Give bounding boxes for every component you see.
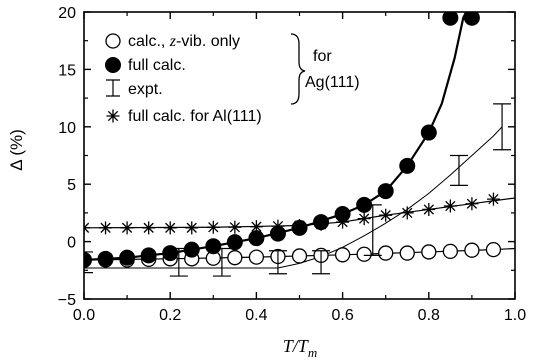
- y-axis-label: Δ (%): [7, 129, 26, 171]
- x-tick-label: 1.0: [504, 307, 526, 324]
- y-tick-label: 5: [67, 177, 76, 194]
- z-vib-point: [378, 245, 394, 261]
- z-vib-point: [248, 249, 265, 265]
- al-point: [293, 219, 306, 233]
- al-point: [465, 197, 479, 211]
- legend-entry-label: expt.: [128, 81, 163, 98]
- legend-entry-text-post: -vib. only: [176, 33, 240, 50]
- al-point: [163, 221, 177, 235]
- al-point: [249, 220, 263, 234]
- expt-error-bar: [312, 250, 331, 275]
- legend-entry-math: z: [169, 33, 177, 50]
- x-tick-label: 0.4: [245, 307, 267, 324]
- legend-entry-label: calc., z-vib. only: [128, 33, 240, 50]
- expt-error-bar: [212, 247, 231, 277]
- legend-filled-circle-icon: [105, 57, 121, 73]
- legend-brace-label-ag111: Ag(111): [305, 74, 360, 91]
- z-vib-point: [464, 242, 480, 258]
- expt-fit-line: [84, 126, 503, 269]
- legend-error-bar-icon: [106, 79, 120, 97]
- z-vib-point: [227, 250, 243, 266]
- z-vib-point: [442, 243, 459, 260]
- full-calc-point: [162, 245, 179, 262]
- full-calc-point: [442, 12, 459, 26]
- z-vib-point: [421, 244, 437, 260]
- expt-error-bar: [268, 250, 287, 275]
- expt-error-bar: [84, 251, 93, 274]
- al-point: [271, 219, 285, 233]
- al-point: [486, 192, 500, 206]
- al-point: [228, 220, 242, 234]
- al-point: [185, 221, 199, 235]
- full-calc-point: [183, 241, 200, 258]
- x-tick-label: 0.0: [73, 307, 95, 324]
- legend-open-circle-icon: [105, 33, 121, 49]
- legend-entry-text: full calc. for Al(111): [128, 108, 262, 125]
- al-point: [400, 206, 414, 220]
- x-axis-label-sub: m: [308, 345, 317, 360]
- y-tick-label: 20: [58, 5, 76, 22]
- x-tick-label: 0.6: [331, 307, 353, 324]
- legend-asterisk-icon: [106, 109, 120, 123]
- x-axis-label-main: T/T: [283, 336, 310, 356]
- al-point: [443, 199, 457, 213]
- full-calc-point: [97, 250, 114, 267]
- y-tick-label: 0: [67, 235, 76, 252]
- legend-brace: [290, 33, 306, 105]
- axes: 0.0 0.2 0.4 0.6 0.8 1.0 −5 0 5 10 15 20: [58, 5, 526, 324]
- x-tick-label: 0.2: [159, 307, 181, 324]
- y-tick-label: 15: [58, 62, 76, 79]
- data-marks: [84, 12, 512, 277]
- y-tick-label: 10: [58, 120, 76, 137]
- expt-error-bar: [363, 204, 382, 256]
- al-point: [379, 208, 393, 222]
- full-calc-point: [463, 12, 480, 26]
- al-point: [84, 221, 91, 235]
- al-point: [422, 202, 436, 216]
- z-vib-point: [334, 247, 351, 263]
- legend-entry-text: calc.,: [128, 33, 170, 50]
- full-calc-point: [226, 234, 243, 251]
- al-point: [357, 212, 371, 226]
- z-vib-point: [485, 241, 502, 258]
- al-point: [206, 220, 220, 234]
- x-tick-label: 0.8: [418, 307, 440, 324]
- al-point: [120, 221, 134, 235]
- expt-error-bar: [493, 103, 512, 151]
- al-point: [336, 215, 350, 229]
- full-calc-point: [84, 251, 92, 268]
- full-calc-point: [377, 183, 394, 200]
- legend: calc., z-vib. only full calc. expt. full ca…: [105, 33, 360, 125]
- legend-entry-text: expt.: [128, 81, 163, 98]
- legend-entry-label: full calc.: [128, 57, 186, 74]
- al-point: [142, 221, 156, 235]
- x-axis-label: T/Tm: [283, 336, 317, 360]
- al-point: [314, 217, 328, 231]
- full-calc-point: [420, 124, 437, 141]
- full-calc-point: [119, 249, 136, 266]
- z-vib-point: [356, 246, 372, 262]
- y-tick-label: −5: [58, 292, 76, 309]
- full-calc-point: [205, 238, 222, 255]
- expt-error-bar: [169, 247, 188, 277]
- full-calc-point: [399, 157, 416, 174]
- expt-error-bar: [449, 154, 468, 186]
- legend-entry-text: full calc.: [128, 57, 186, 74]
- z-vib-point: [291, 248, 308, 264]
- full-calc-point: [140, 247, 157, 264]
- al-point: [99, 221, 113, 235]
- z-vib-point: [399, 245, 415, 261]
- legend-brace-label-for: for: [313, 48, 332, 65]
- legend-entry-label: full calc. for Al(111): [128, 108, 262, 125]
